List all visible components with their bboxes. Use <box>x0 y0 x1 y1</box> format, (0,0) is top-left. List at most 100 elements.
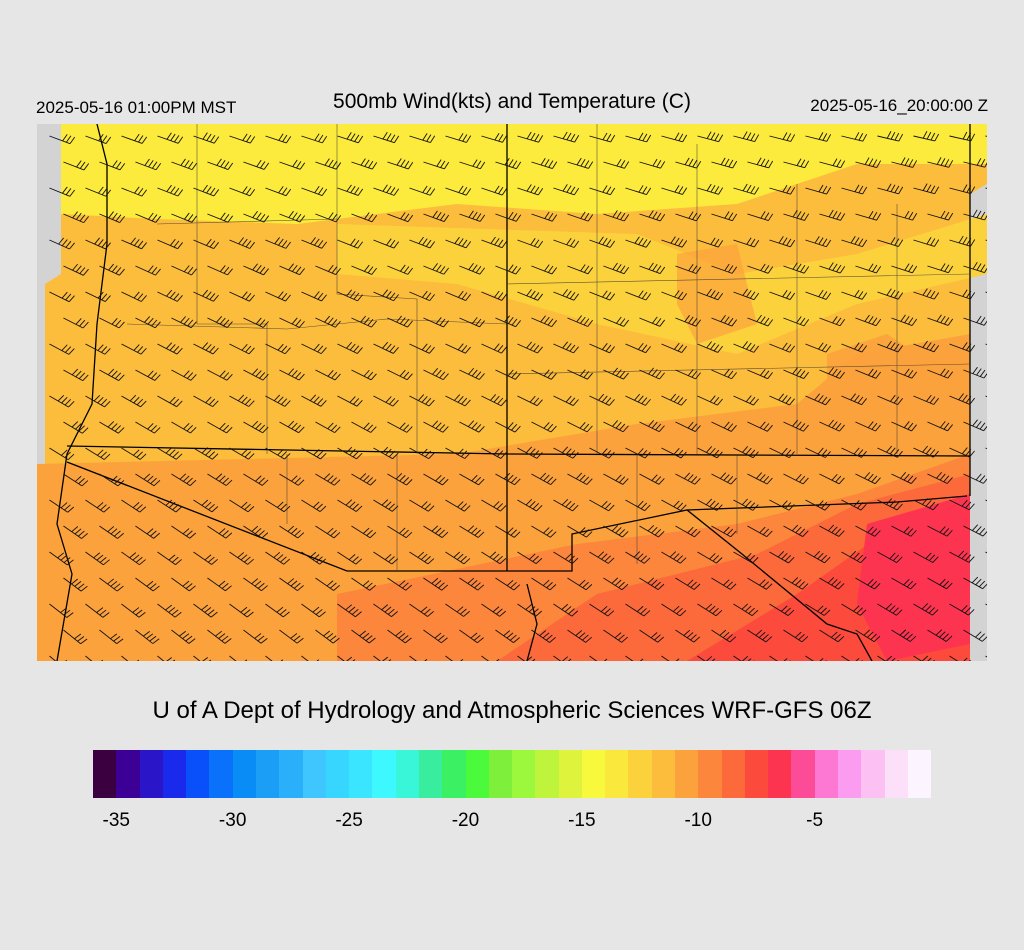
wind-barb-feather <box>894 132 900 141</box>
wind-barb-feather <box>910 582 917 590</box>
wind-barb-feather <box>155 215 162 223</box>
wind-barb-feather <box>280 451 288 458</box>
wind-barb-feather <box>927 657 932 661</box>
wind-barb-feather <box>886 183 892 191</box>
wind-barb-feather <box>501 188 508 196</box>
wind-barb-feather <box>418 236 424 244</box>
wind-barb-feather <box>100 451 107 458</box>
wind-barb-feather <box>285 294 291 302</box>
wind-barb-feather <box>568 555 575 562</box>
wind-barb-feather <box>598 393 605 401</box>
wind-barb-feather <box>503 630 511 637</box>
wind-barb-feather <box>333 532 341 539</box>
wind-barb-feather <box>108 211 114 219</box>
wind-barb-feather <box>799 317 806 325</box>
wind-barb-feather <box>870 633 877 640</box>
wind-barb-feather <box>103 453 111 460</box>
wind-barb-feather <box>426 134 432 142</box>
wind-barb-feather <box>622 531 629 538</box>
wind-barb-feather <box>259 319 266 327</box>
wind-barb-feather <box>224 161 230 169</box>
wind-barb-feather <box>893 396 900 404</box>
wind-barb-feather <box>835 423 842 430</box>
wind-barb-feather <box>795 526 802 534</box>
colorbar-swatch <box>744 750 769 798</box>
wind-barb-feather <box>493 448 500 455</box>
wind-barb-feather <box>407 162 414 170</box>
wind-barb-feather <box>904 315 910 324</box>
wind-barb-feather <box>876 160 882 168</box>
wind-barb-feather <box>549 584 557 591</box>
wind-barb-feather <box>513 584 521 591</box>
wind-barb-feather <box>545 634 553 641</box>
wind-barb-feather <box>583 265 590 273</box>
wind-barb-feather <box>670 393 677 401</box>
wind-barb-feather <box>332 637 340 644</box>
wind-barb-feather <box>659 213 666 222</box>
wind-barb-feather <box>732 213 738 221</box>
wind-barb-feather <box>709 553 716 560</box>
wind-barb-feather <box>436 159 442 167</box>
wind-barb-feather <box>257 635 265 642</box>
colorbar-label: -35 <box>102 810 130 831</box>
wind-barb-feather <box>871 370 878 378</box>
wind-barb-feather <box>147 317 154 325</box>
wind-barb-feather <box>458 185 464 193</box>
wind-barb-feather <box>81 533 88 539</box>
wind-barb-feather <box>781 447 788 455</box>
wind-barb-feather <box>367 319 374 326</box>
wind-barb-feather <box>932 503 939 511</box>
wind-barb-feather <box>676 607 683 615</box>
wind-barb-feather <box>366 582 373 589</box>
wind-barb-feather <box>962 184 968 192</box>
wind-barb-feather <box>867 421 874 429</box>
wind-barb-feather <box>429 346 435 354</box>
wind-barb-feather <box>760 158 766 166</box>
wind-barb-feather <box>637 395 644 403</box>
wind-barb-feather <box>101 188 108 196</box>
wind-barb-feather <box>501 346 507 354</box>
wind-barb-feather <box>80 638 88 645</box>
wind-barb-feather <box>323 630 331 637</box>
wind-barb-feather <box>219 317 226 325</box>
wind-barb-feather <box>934 186 940 194</box>
wind-barb-feather <box>298 426 305 433</box>
wind-barb-feather <box>818 237 824 245</box>
wind-barb-feather <box>213 242 219 249</box>
wind-barb-feather <box>479 320 485 328</box>
wind-barb-feather <box>328 212 334 220</box>
wind-barb-feather <box>551 214 558 222</box>
wind-barb-feather <box>692 265 698 273</box>
wind-barb-feather <box>969 450 975 458</box>
wind-barb-feather <box>242 238 248 246</box>
wind-barb-feather <box>619 265 626 273</box>
wind-barb-feather <box>313 448 320 456</box>
wind-barb-feather <box>601 343 608 350</box>
wind-barb-feather <box>657 583 665 590</box>
wind-barb-feather <box>222 424 230 432</box>
wind-barb-feather <box>709 447 716 455</box>
wind-barb-feather <box>768 160 774 169</box>
wind-barb-feather <box>574 135 580 143</box>
wind-barb-feather <box>97 344 104 351</box>
wind-barb-feather <box>240 554 248 561</box>
wind-barb-feather <box>925 605 932 612</box>
wind-barb-feather <box>496 608 503 615</box>
wind-barb-feather <box>219 475 226 482</box>
wind-barb-feather <box>443 161 450 170</box>
wind-barb-feather <box>610 187 616 195</box>
wind-barb-feather <box>875 266 882 274</box>
wind-barb-feather <box>536 399 543 406</box>
wind-barb-feather <box>439 318 446 326</box>
wind-barb-feather <box>684 157 690 165</box>
wind-barb-feather <box>439 213 446 221</box>
wind-barb-feather <box>392 347 399 354</box>
wind-barb-feather <box>500 399 507 407</box>
wind-barb-feather <box>349 501 356 508</box>
colorbar-swatch <box>442 750 466 798</box>
wind-barb-feather <box>111 370 118 378</box>
wind-barb-feather <box>515 214 522 222</box>
wind-barb-feather <box>219 370 226 377</box>
wind-barb-feather <box>331 266 338 274</box>
wind-barb-feather <box>604 608 611 615</box>
